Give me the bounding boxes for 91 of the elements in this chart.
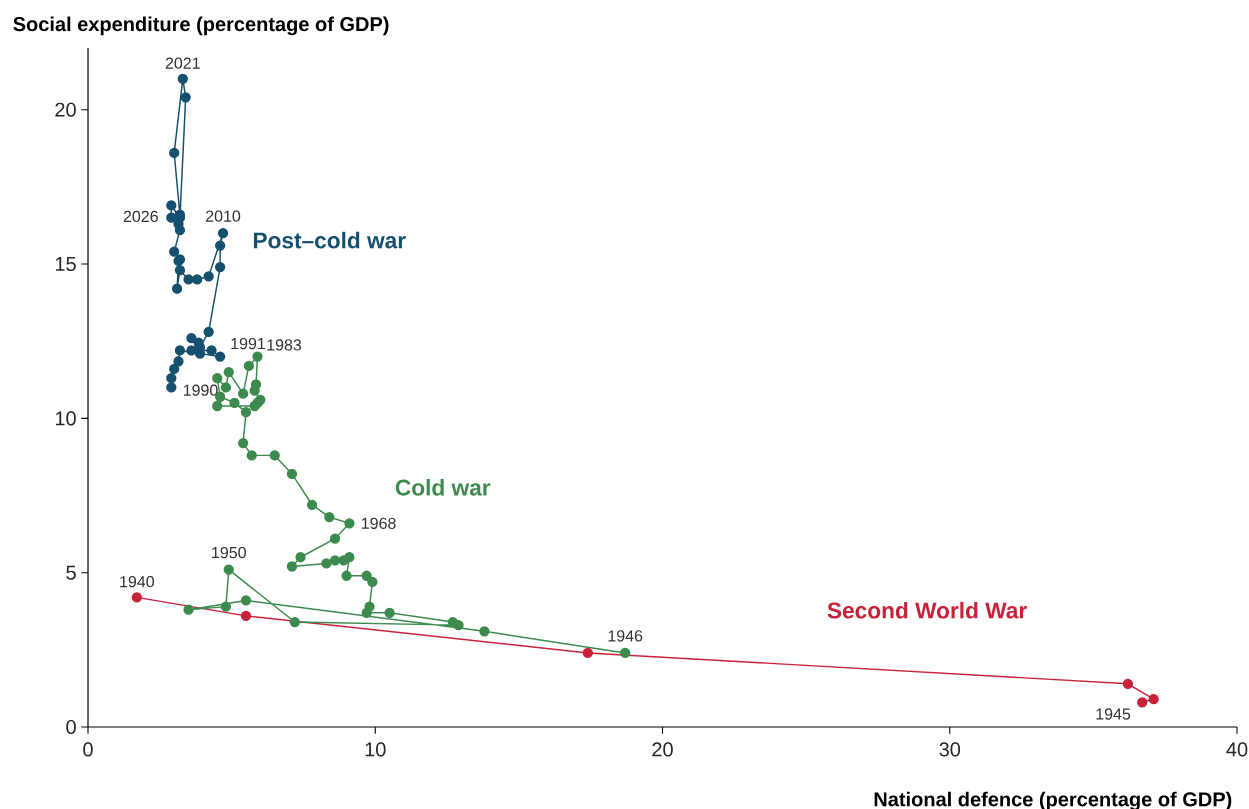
- point: [180, 92, 191, 103]
- point: [447, 616, 458, 628]
- x-tick-label: 20: [652, 742, 673, 757]
- point: [166, 200, 177, 211]
- annotation: 2021: [165, 57, 200, 69]
- point: [324, 511, 335, 523]
- point: [341, 570, 352, 581]
- point: [217, 228, 229, 239]
- point: [620, 647, 631, 659]
- point: [329, 533, 341, 544]
- annotation: 1950: [212, 546, 246, 559]
- point: [223, 366, 234, 378]
- annotation: 1946: [608, 630, 643, 642]
- point: [166, 373, 177, 384]
- point: [1137, 697, 1148, 708]
- point: [289, 616, 300, 628]
- point: [186, 332, 197, 344]
- x-tick-label: 30: [939, 742, 961, 757]
- point: [166, 382, 177, 393]
- text: Cold war: [395, 478, 491, 496]
- annotation: 2026: [123, 210, 158, 223]
- point: [269, 450, 280, 461]
- x-tick-label: 0: [83, 742, 93, 757]
- point: [223, 564, 234, 575]
- series-label: Post–cold war: [253, 231, 406, 249]
- point: [229, 397, 240, 409]
- point: [338, 555, 349, 566]
- annotation: 1940: [120, 575, 155, 588]
- point: [174, 345, 186, 356]
- point: [1148, 694, 1159, 705]
- annotation: 1968: [362, 517, 396, 529]
- point: [173, 356, 184, 367]
- point: [295, 552, 306, 563]
- point: [237, 388, 249, 399]
- point: [169, 147, 180, 159]
- point: [206, 345, 217, 356]
- point: [177, 73, 188, 84]
- point: [171, 283, 183, 294]
- point: [321, 558, 332, 569]
- x-tick-label: 40: [1226, 742, 1248, 757]
- point: [364, 601, 375, 612]
- y-axis-title: Social expenditure (percentage of GDP): [13, 16, 389, 36]
- point: [344, 518, 355, 529]
- annotation: 1990: [183, 384, 218, 396]
- point: [220, 601, 232, 612]
- point: [192, 274, 203, 285]
- point: [243, 360, 255, 372]
- point: [286, 468, 298, 480]
- point: [329, 555, 341, 566]
- point: [249, 385, 260, 396]
- point: [215, 261, 226, 273]
- point: [212, 373, 223, 384]
- point: [384, 607, 395, 618]
- annotation: 1983: [267, 339, 302, 351]
- point: [246, 450, 257, 461]
- point: [174, 265, 186, 276]
- point: [166, 212, 177, 223]
- y-tick-label: 15: [55, 257, 76, 272]
- annotation: 1945: [1096, 708, 1131, 720]
- y-tick-label: 0: [66, 719, 76, 735]
- point: [252, 351, 263, 362]
- x-tick-label: 10: [365, 742, 386, 757]
- point: [212, 400, 223, 412]
- point: [215, 351, 226, 362]
- point: [582, 647, 593, 659]
- y-tick-label: 5: [66, 565, 76, 580]
- point: [479, 626, 490, 637]
- point: [367, 576, 378, 588]
- text: Second World War: [827, 601, 1027, 619]
- point: [240, 595, 252, 606]
- point: [203, 326, 214, 338]
- point: [240, 407, 252, 418]
- point: [237, 437, 249, 449]
- point: [220, 382, 232, 393]
- point: [169, 246, 180, 257]
- point: [306, 499, 318, 510]
- point: [169, 363, 180, 375]
- point: [186, 345, 197, 356]
- point: [361, 570, 372, 581]
- y-tick-label: 20: [55, 102, 76, 117]
- point: [131, 592, 142, 603]
- point: [215, 240, 226, 251]
- point: [183, 604, 194, 615]
- point: [203, 271, 214, 282]
- y-tick-label: 10: [55, 411, 76, 426]
- point: [286, 561, 298, 572]
- annotation: 1991: [231, 337, 265, 350]
- point: [240, 610, 252, 622]
- annotation: 2010: [206, 210, 241, 222]
- point: [1122, 678, 1133, 689]
- point: [183, 274, 194, 285]
